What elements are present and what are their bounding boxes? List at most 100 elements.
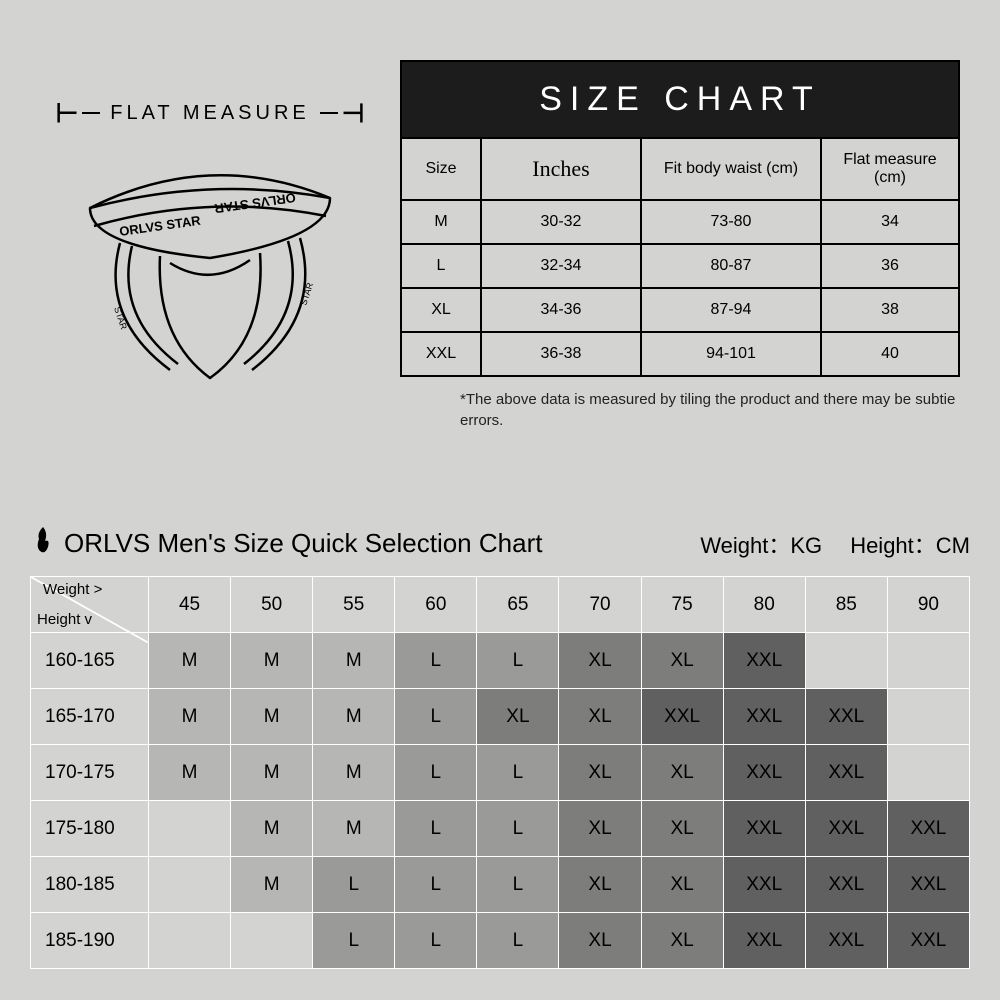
selection-cell [149,913,231,969]
weight-header: 80 [723,577,805,633]
selection-cell: XXL [723,745,805,801]
table-row: M30-3273-8034 [401,200,959,244]
selection-cell: M [313,745,395,801]
selection-corner: Weight > Height v [31,577,149,633]
table-row: XXL36-3894-10140 [401,332,959,376]
col-flat: Flat measure (cm) [821,138,959,200]
selection-cell: M [231,633,313,689]
selection-cell: M [231,801,313,857]
selection-header: ORLVS Men's Size Quick Selection Chart W… [30,525,970,562]
table-row: XL34-3687-9438 [401,288,959,332]
selection-cell: M [231,745,313,801]
table-row: Size Inches Fit body waist (cm) Flat mea… [401,138,959,200]
weight-header: 50 [231,577,313,633]
selection-cell: XL [641,745,723,801]
col-waist: Fit body waist (cm) [641,138,821,200]
selection-cell: L [313,857,395,913]
height-header: 165-170 [31,689,149,745]
selection-section: ORLVS Men's Size Quick Selection Chart W… [30,525,970,969]
selection-cell: XXL [805,689,887,745]
selection-cell: M [231,857,313,913]
selection-cell: XXL [887,801,969,857]
selection-cell: XXL [723,913,805,969]
selection-cell: XL [641,801,723,857]
corner-height-label: Height v [37,611,92,628]
selection-cell: XL [559,689,641,745]
selection-cell: M [313,633,395,689]
selection-cell: M [149,633,231,689]
size-chart-note: *The above data is measured by tiling th… [400,389,960,431]
selection-title: ORLVS Men's Size Quick Selection Chart [64,528,542,559]
weight-unit-label: Weight：KG [700,528,822,560]
height-header: 180-185 [31,857,149,913]
weight-header: 90 [887,577,969,633]
table-row: 170-175MMMLLXLXLXXLXXL [31,745,970,801]
selection-cell: XXL [723,857,805,913]
table-cell: 87-94 [641,288,821,332]
table-cell: 32-34 [481,244,641,288]
table-cell: 40 [821,332,959,376]
selection-cell: M [149,689,231,745]
selection-cell: XL [477,689,559,745]
table-cell: 80-87 [641,244,821,288]
table-row: 175-180MMLLXLXLXXLXXLXXL [31,801,970,857]
selection-cell: M [313,689,395,745]
weight-header: 65 [477,577,559,633]
selection-cell: XL [559,913,641,969]
bar-line-left [82,112,100,114]
selection-cell: XL [641,633,723,689]
size-chart-title: SIZE CHART [400,60,960,137]
selection-cell: L [395,689,477,745]
selection-cell: XL [559,801,641,857]
selection-units: Weight：KG Height：CM [700,528,970,560]
table-cell: 34 [821,200,959,244]
table-cell: 34-36 [481,288,641,332]
selection-cell [149,801,231,857]
selection-cell: XXL [723,633,805,689]
selection-cell: L [477,745,559,801]
table-cell: 36-38 [481,332,641,376]
table-cell: XL [401,288,481,332]
selection-cell: XXL [805,745,887,801]
selection-cell: XXL [723,689,805,745]
selection-cell: XL [641,857,723,913]
table-row: L32-3480-8736 [401,244,959,288]
svg-text:STAR: STAR [112,306,129,332]
selection-cell: M [313,801,395,857]
selection-cell: L [395,801,477,857]
selection-cell: L [395,913,477,969]
table-row: Weight > Height v 45505560657075808590 [31,577,970,633]
selection-cell: XL [641,913,723,969]
table-cell: 94-101 [641,332,821,376]
bar-cap-left: ⊢ [56,100,79,126]
table-row: 160-165MMMLLXLXLXXL [31,633,970,689]
flat-measure-label: FLAT MEASURE [110,102,310,125]
selection-cell: XXL [805,913,887,969]
height-header: 170-175 [31,745,149,801]
selection-cell: XXL [887,857,969,913]
table-cell: M [401,200,481,244]
selection-cell: L [477,633,559,689]
weight-header: 55 [313,577,395,633]
selection-cell [231,913,313,969]
selection-cell [887,633,969,689]
selection-cell: L [395,633,477,689]
height-header: 175-180 [31,801,149,857]
height-unit-label: Height：CM [850,528,970,560]
selection-cell: XXL [887,913,969,969]
brand-text-mirror: ORLVS STAR [213,190,297,216]
table-row: 185-190LLLXLXLXXLXXLXXL [31,913,970,969]
selection-cell [887,689,969,745]
selection-cell: XXL [641,689,723,745]
selection-cell: L [477,857,559,913]
selection-cell: M [149,745,231,801]
weight-header: 70 [559,577,641,633]
selection-cell: L [477,913,559,969]
selection-cell: XXL [805,857,887,913]
size-chart-section: SIZE CHART Size Inches Fit body waist (c… [400,60,960,431]
selection-cell: XXL [805,801,887,857]
col-inches: Inches [481,138,641,200]
bar-line-right [320,112,338,114]
selection-cell: L [313,913,395,969]
table-cell: 36 [821,244,959,288]
